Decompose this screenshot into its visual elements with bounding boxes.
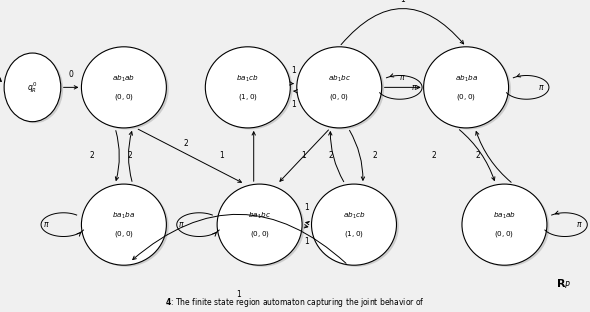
Text: 1: 1: [400, 0, 405, 4]
Text: $ab_1 cb$: $ab_1 cb$: [343, 211, 365, 221]
Text: $q_R^0$: $q_R^0$: [27, 80, 38, 95]
Text: $ab_1 bc$: $ab_1 bc$: [328, 74, 350, 84]
Ellipse shape: [426, 48, 511, 129]
Text: $(0,0)$: $(0,0)$: [329, 92, 349, 102]
Text: $ba_1 ba$: $ba_1 ba$: [112, 211, 136, 221]
Ellipse shape: [208, 48, 293, 129]
Text: 1: 1: [304, 237, 309, 246]
Text: $(1,0)$: $(1,0)$: [344, 229, 364, 239]
Text: 0: 0: [68, 70, 74, 79]
Text: $\pi$: $\pi$: [399, 73, 406, 82]
Text: 2: 2: [372, 152, 377, 160]
Ellipse shape: [297, 47, 382, 128]
Text: $ba_1 ab$: $ba_1 ab$: [493, 211, 516, 221]
Text: $ab_1 ab$: $ab_1 ab$: [112, 74, 136, 84]
Text: 2: 2: [476, 152, 480, 160]
Text: $\pi$: $\pi$: [537, 83, 545, 92]
Text: 2: 2: [89, 152, 94, 160]
Text: $ba_1 bc$: $ba_1 bc$: [248, 211, 271, 221]
Ellipse shape: [219, 186, 304, 267]
Text: 2: 2: [127, 152, 132, 160]
Text: $(0,0)$: $(0,0)$: [494, 229, 514, 239]
Text: 2: 2: [431, 152, 436, 160]
Ellipse shape: [462, 184, 547, 265]
Text: 2: 2: [183, 139, 188, 148]
Ellipse shape: [81, 184, 166, 265]
Text: $\mathbf{4}$: The finite state region automaton capturing the joint behavior of: $\mathbf{4}$: The finite state region au…: [165, 296, 425, 309]
Text: $ba_1 cb$: $ba_1 cb$: [237, 74, 259, 84]
Text: 1: 1: [291, 66, 296, 75]
Text: 1: 1: [301, 152, 306, 160]
Text: $(0,0)$: $(0,0)$: [456, 92, 476, 102]
Ellipse shape: [314, 186, 399, 267]
Ellipse shape: [81, 47, 166, 128]
Text: 1: 1: [291, 100, 296, 109]
Text: 1: 1: [304, 203, 309, 212]
Text: $\pi$: $\pi$: [411, 83, 418, 92]
Ellipse shape: [6, 55, 63, 123]
Text: $ab_1 ba$: $ab_1 ba$: [454, 74, 478, 84]
Text: $\pi$: $\pi$: [42, 220, 50, 229]
Ellipse shape: [424, 47, 509, 128]
Text: $\mathbf{R}_{P}$: $\mathbf{R}_{P}$: [556, 277, 571, 291]
Ellipse shape: [299, 48, 384, 129]
Ellipse shape: [84, 48, 169, 129]
Text: $\pi$: $\pi$: [178, 220, 185, 229]
Text: 2: 2: [328, 152, 333, 160]
Text: $(0,0)$: $(0,0)$: [250, 229, 270, 239]
Text: $(1,0)$: $(1,0)$: [238, 92, 258, 102]
Ellipse shape: [217, 184, 302, 265]
Text: $\pi$: $\pi$: [576, 220, 583, 229]
Text: 1: 1: [237, 290, 241, 299]
Text: $(0,0)$: $(0,0)$: [114, 229, 134, 239]
Ellipse shape: [464, 186, 549, 267]
Ellipse shape: [84, 186, 169, 267]
Ellipse shape: [4, 53, 61, 122]
Text: 1: 1: [219, 152, 224, 160]
Text: $(0,0)$: $(0,0)$: [114, 92, 134, 102]
Ellipse shape: [312, 184, 396, 265]
Ellipse shape: [205, 47, 290, 128]
